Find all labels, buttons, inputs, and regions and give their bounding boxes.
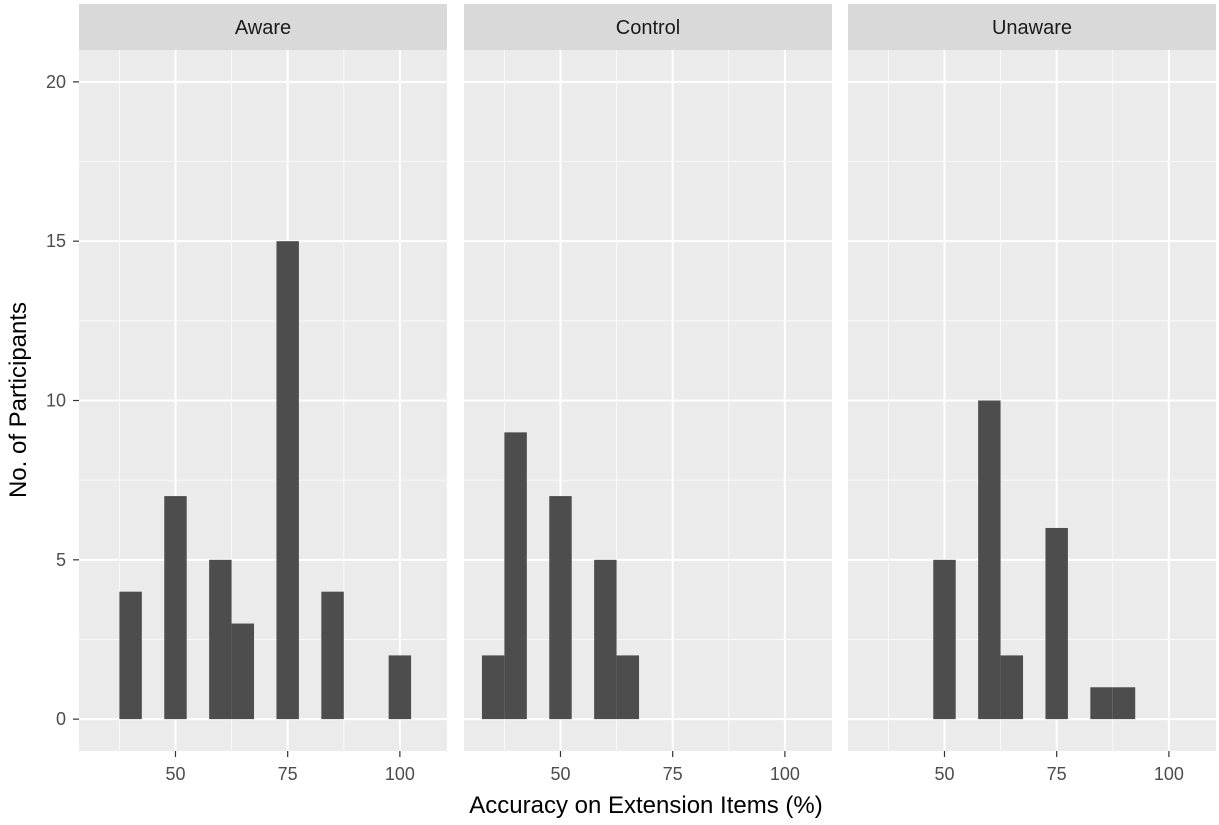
x-tick-label: 100 — [770, 764, 800, 784]
histogram-bar — [481, 655, 505, 720]
y-axis-title: No. of Participants — [5, 302, 32, 498]
histogram-bar — [276, 241, 299, 720]
facet-strip-label: Control — [616, 17, 680, 39]
facet-panel-control: Control 50 75 100 — [464, 4, 832, 784]
x-tick-label: 75 — [278, 764, 298, 784]
histogram-bar — [933, 559, 956, 720]
x-tick-label: 50 — [165, 764, 185, 784]
x-tick-label: 100 — [385, 764, 415, 784]
histogram-bar — [321, 591, 344, 720]
x-tick-label: 100 — [1154, 764, 1184, 784]
x-tick-label: 50 — [934, 764, 954, 784]
x-tick-label: 50 — [550, 764, 570, 784]
histogram-bar — [388, 655, 412, 720]
histogram-bar — [616, 655, 640, 720]
histogram-bar — [119, 591, 142, 720]
facet-strip — [79, 4, 447, 50]
histogram-bar — [1112, 687, 1136, 720]
histogram-bar — [209, 559, 232, 720]
histogram-bar — [1000, 655, 1024, 720]
histogram-bar — [164, 496, 187, 720]
facet-panel-unaware: Unaware 50 75 100 — [848, 4, 1216, 784]
facet-strip-label: Aware — [235, 17, 291, 39]
facet-strip — [464, 4, 832, 50]
y-tick-label: 5 — [56, 550, 66, 570]
x-tick-label: 75 — [663, 764, 683, 784]
y-tick-label: 15 — [46, 231, 66, 251]
y-tick-label: 20 — [46, 72, 66, 92]
x-axis-title: Accuracy on Extension Items (%) — [469, 792, 822, 819]
y-tick-label: 10 — [46, 391, 66, 411]
histogram-bar — [1045, 527, 1068, 720]
histogram-bar — [594, 559, 617, 720]
y-tick-label: 0 — [56, 709, 66, 729]
facet-panels: Aware 50 75 100 Control 50 75 100 Unaware 50 75 100 — [79, 4, 1216, 784]
histogram-bar — [231, 623, 255, 720]
y-axis: 0 5 10 15 20 — [46, 72, 79, 729]
histogram-bar — [549, 496, 572, 720]
histogram-bar — [504, 432, 527, 720]
facet-strip-label: Unaware — [992, 17, 1072, 39]
histogram-bar — [978, 400, 1001, 720]
facet-panel-aware: Aware 50 75 100 — [79, 4, 447, 784]
x-tick-label: 75 — [1047, 764, 1067, 784]
facet-strip — [848, 4, 1216, 50]
histogram-bar — [1090, 687, 1113, 720]
